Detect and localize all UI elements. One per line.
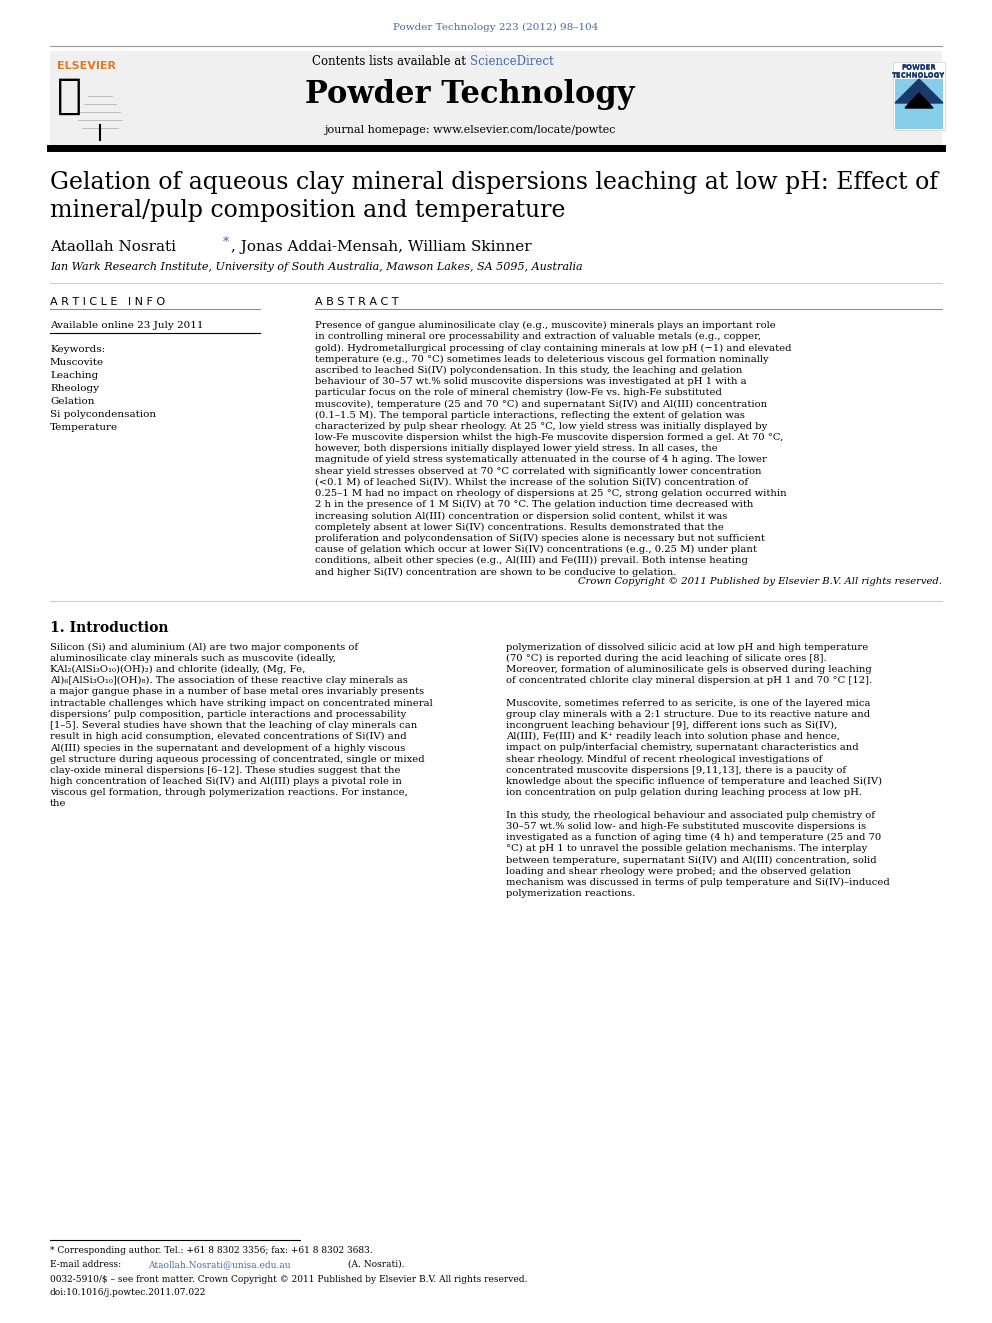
Text: Keywords:: Keywords: bbox=[50, 345, 105, 355]
Polygon shape bbox=[905, 93, 933, 108]
Text: knowledge about the specific influence of temperature and leached Si(IV): knowledge about the specific influence o… bbox=[506, 777, 882, 786]
Text: incongruent leaching behaviour [9], different ions such as Si(IV),: incongruent leaching behaviour [9], diff… bbox=[506, 721, 837, 730]
Text: A B S T R A C T: A B S T R A C T bbox=[315, 296, 399, 307]
Text: of concentrated chlorite clay mineral dispersion at pH 1 and 70 °C [12].: of concentrated chlorite clay mineral di… bbox=[506, 676, 872, 685]
Text: viscous gel formation, through polymerization reactions. For instance,: viscous gel formation, through polymeriz… bbox=[50, 789, 408, 798]
Text: TECHNOLOGY: TECHNOLOGY bbox=[893, 71, 945, 78]
Text: and higher Si(IV) concentration are shown to be conducive to gelation.: and higher Si(IV) concentration are show… bbox=[315, 568, 677, 577]
Text: particular focus on the role of mineral chemistry (low-Fe vs. high-Fe substitute: particular focus on the role of mineral … bbox=[315, 388, 722, 397]
Text: 0.25–1 M had no impact on rheology of dispersions at 25 °C, strong gelation occu: 0.25–1 M had no impact on rheology of di… bbox=[315, 490, 787, 497]
Text: between temperature, supernatant Si(IV) and Al(III) concentration, solid: between temperature, supernatant Si(IV) … bbox=[506, 856, 877, 864]
Text: (0.1–1.5 M). The temporal particle interactions, reflecting the extent of gelati: (0.1–1.5 M). The temporal particle inter… bbox=[315, 410, 745, 419]
Text: Presence of gangue aluminosilicate clay (e.g., muscovite) minerals plays an impo: Presence of gangue aluminosilicate clay … bbox=[315, 321, 776, 331]
Text: (70 °C) is reported during the acid leaching of silicate ores [8].: (70 °C) is reported during the acid leac… bbox=[506, 654, 826, 663]
Text: shear rheology. Mindful of recent rheological investigations of: shear rheology. Mindful of recent rheolo… bbox=[506, 754, 822, 763]
Text: muscovite), temperature (25 and 70 °C) and supernatant Si(IV) and Al(III) concen: muscovite), temperature (25 and 70 °C) a… bbox=[315, 400, 767, 409]
Text: gel structure during aqueous processing of concentrated, single or mixed: gel structure during aqueous processing … bbox=[50, 754, 425, 763]
Text: proliferation and polycondensation of Si(IV) species alone is necessary but not : proliferation and polycondensation of Si… bbox=[315, 533, 765, 542]
Text: Al(III) species in the supernatant and development of a highly viscous: Al(III) species in the supernatant and d… bbox=[50, 744, 406, 753]
Text: journal homepage: www.elsevier.com/locate/powtec: journal homepage: www.elsevier.com/locat… bbox=[324, 124, 616, 135]
Text: In this study, the rheological behaviour and associated pulp chemistry of: In this study, the rheological behaviour… bbox=[506, 811, 875, 820]
Text: 2 h in the presence of 1 M Si(IV) at 70 °C. The gelation induction time decrease: 2 h in the presence of 1 M Si(IV) at 70 … bbox=[315, 500, 753, 509]
FancyBboxPatch shape bbox=[893, 62, 945, 130]
Text: Powder Technology: Powder Technology bbox=[306, 79, 635, 110]
Text: gold). Hydrometallurgical processing of clay containing minerals at low pH (−1) : gold). Hydrometallurgical processing of … bbox=[315, 344, 792, 352]
FancyBboxPatch shape bbox=[50, 52, 942, 148]
Text: concentrated muscovite dispersions [9,11,13], there is a paucity of: concentrated muscovite dispersions [9,11… bbox=[506, 766, 846, 775]
Text: A R T I C L E   I N F O: A R T I C L E I N F O bbox=[50, 296, 165, 307]
Text: Gelation of aqueous clay mineral dispersions leaching at low pH: Effect of
miner: Gelation of aqueous clay mineral dispers… bbox=[50, 171, 938, 222]
Text: Ataollah Nosrati: Ataollah Nosrati bbox=[50, 239, 176, 254]
Text: characterized by pulp shear rheology. At 25 °C, low yield stress was initially d: characterized by pulp shear rheology. At… bbox=[315, 422, 767, 431]
Text: 30–57 wt.% solid low- and high-Fe substituted muscovite dispersions is: 30–57 wt.% solid low- and high-Fe substi… bbox=[506, 822, 866, 831]
Text: Al(III), Fe(III) and K⁺ readily leach into solution phase and hence,: Al(III), Fe(III) and K⁺ readily leach in… bbox=[506, 732, 840, 741]
Text: Ataollah.Nosrati@unisa.edu.au: Ataollah.Nosrati@unisa.edu.au bbox=[148, 1259, 291, 1269]
Text: temperature (e.g., 70 °C) sometimes leads to deleterious viscous gel formation n: temperature (e.g., 70 °C) sometimes lead… bbox=[315, 355, 769, 364]
Text: 1. Introduction: 1. Introduction bbox=[50, 620, 169, 635]
Text: conditions, albeit other species (e.g., Al(III) and Fe(III)) prevail. Both inten: conditions, albeit other species (e.g., … bbox=[315, 556, 748, 565]
Text: 🌳: 🌳 bbox=[57, 75, 82, 116]
Text: *: * bbox=[223, 235, 229, 249]
Text: Gelation: Gelation bbox=[50, 397, 94, 406]
Text: E-mail address:: E-mail address: bbox=[50, 1259, 124, 1269]
Text: ion concentration on pulp gelation during leaching process at low pH.: ion concentration on pulp gelation durin… bbox=[506, 789, 862, 798]
Text: KAl₂(AlSi₃O₁₀)(OH)₂) and chlorite (ideally, (Mg, Fe,: KAl₂(AlSi₃O₁₀)(OH)₂) and chlorite (ideal… bbox=[50, 665, 306, 675]
FancyBboxPatch shape bbox=[895, 79, 943, 130]
Text: Ian Wark Research Institute, University of South Australia, Mawson Lakes, SA 509: Ian Wark Research Institute, University … bbox=[50, 262, 582, 273]
Text: Muscovite, sometimes referred to as sericite, is one of the layered mica: Muscovite, sometimes referred to as seri… bbox=[506, 699, 871, 708]
Text: ELSEVIER: ELSEVIER bbox=[57, 61, 116, 71]
Text: TECHNOLOGY: TECHNOLOGY bbox=[893, 73, 945, 79]
Text: increasing solution Al(III) concentration or dispersion solid content, whilst it: increasing solution Al(III) concentratio… bbox=[315, 512, 727, 520]
Text: °C) at pH 1 to unravel the possible gelation mechanisms. The interplay: °C) at pH 1 to unravel the possible gela… bbox=[506, 844, 867, 853]
Text: intractable challenges which have striking impact on concentrated mineral: intractable challenges which have striki… bbox=[50, 699, 433, 708]
Text: clay-oxide mineral dispersions [6–12]. These studies suggest that the: clay-oxide mineral dispersions [6–12]. T… bbox=[50, 766, 401, 775]
Text: result in high acid consumption, elevated concentrations of Si(IV) and: result in high acid consumption, elevate… bbox=[50, 732, 407, 741]
Text: Al)₆[AlSi₃O₁₀](OH)₈). The association of these reactive clay minerals as: Al)₆[AlSi₃O₁₀](OH)₈). The association of… bbox=[50, 676, 408, 685]
Text: POWDER: POWDER bbox=[902, 65, 936, 71]
Text: POWDER: POWDER bbox=[902, 64, 936, 70]
Text: Temperature: Temperature bbox=[50, 423, 118, 433]
Text: Rheology: Rheology bbox=[50, 384, 99, 393]
Text: Muscovite: Muscovite bbox=[50, 359, 104, 366]
Text: Moreover, formation of aluminosilicate gels is observed during leaching: Moreover, formation of aluminosilicate g… bbox=[506, 665, 872, 673]
Text: dispersions’ pulp composition, particle interactions and processability: dispersions’ pulp composition, particle … bbox=[50, 710, 407, 718]
Text: polymerization reactions.: polymerization reactions. bbox=[506, 889, 635, 898]
Text: (A. Nosrati).: (A. Nosrati). bbox=[345, 1259, 405, 1269]
Text: doi:10.1016/j.powtec.2011.07.022: doi:10.1016/j.powtec.2011.07.022 bbox=[50, 1289, 206, 1297]
Text: magnitude of yield stress systematically attenuated in the course of 4 h aging. : magnitude of yield stress systematically… bbox=[315, 455, 767, 464]
Text: however, both dispersions initially displayed lower yield stress. In all cases, : however, both dispersions initially disp… bbox=[315, 445, 718, 454]
Text: loading and shear rheology were probed; and the observed gelation: loading and shear rheology were probed; … bbox=[506, 867, 851, 876]
Text: Silicon (Si) and aluminium (Al) are two major components of: Silicon (Si) and aluminium (Al) are two … bbox=[50, 643, 358, 652]
Text: Available online 23 July 2011: Available online 23 July 2011 bbox=[50, 321, 203, 329]
Text: ascribed to leached Si(IV) polycondensation. In this study, the leaching and gel: ascribed to leached Si(IV) polycondensat… bbox=[315, 365, 742, 374]
Text: polymerization of dissolved silicic acid at low pH and high temperature: polymerization of dissolved silicic acid… bbox=[506, 643, 868, 652]
Text: Si polycondensation: Si polycondensation bbox=[50, 410, 156, 419]
Text: Powder Technology 223 (2012) 98–104: Powder Technology 223 (2012) 98–104 bbox=[393, 22, 599, 32]
Text: cause of gelation which occur at lower Si(IV) concentrations (e.g., 0.25 M) unde: cause of gelation which occur at lower S… bbox=[315, 545, 757, 554]
Text: ScienceDirect: ScienceDirect bbox=[470, 56, 554, 67]
Text: the: the bbox=[50, 799, 66, 808]
Text: * Corresponding author. Tel.: +61 8 8302 3356; fax: +61 8 8302 3683.: * Corresponding author. Tel.: +61 8 8302… bbox=[50, 1246, 373, 1256]
Text: behaviour of 30–57 wt.% solid muscovite dispersions was investigated at pH 1 wit: behaviour of 30–57 wt.% solid muscovite … bbox=[315, 377, 747, 386]
Text: Contents lists available at: Contents lists available at bbox=[312, 56, 470, 67]
Polygon shape bbox=[895, 79, 943, 103]
Text: [1–5]. Several studies have shown that the leaching of clay minerals can: [1–5]. Several studies have shown that t… bbox=[50, 721, 418, 730]
Text: investigated as a function of aging time (4 h) and temperature (25 and 70: investigated as a function of aging time… bbox=[506, 833, 881, 843]
Text: shear yield stresses observed at 70 °C correlated with significantly lower conce: shear yield stresses observed at 70 °C c… bbox=[315, 467, 762, 475]
Text: impact on pulp/interfacial chemistry, supernatant characteristics and: impact on pulp/interfacial chemistry, su… bbox=[506, 744, 859, 753]
Text: high concentration of leached Si(IV) and Al(III) plays a pivotal role in: high concentration of leached Si(IV) and… bbox=[50, 777, 402, 786]
Text: (<0.1 M) of leached Si(IV). Whilst the increase of the solution Si(IV) concentra: (<0.1 M) of leached Si(IV). Whilst the i… bbox=[315, 478, 748, 487]
Text: group clay minerals with a 2:1 structure. Due to its reactive nature and: group clay minerals with a 2:1 structure… bbox=[506, 710, 870, 718]
Text: Crown Copyright © 2011 Published by Elsevier B.V. All rights reserved.: Crown Copyright © 2011 Published by Else… bbox=[578, 577, 942, 586]
Text: completely absent at lower Si(IV) concentrations. Results demonstrated that the: completely absent at lower Si(IV) concen… bbox=[315, 523, 724, 532]
Text: aluminosilicate clay minerals such as muscovite (ideally,: aluminosilicate clay minerals such as mu… bbox=[50, 654, 336, 663]
Text: low-Fe muscovite dispersion whilst the high-Fe muscovite dispersion formed a gel: low-Fe muscovite dispersion whilst the h… bbox=[315, 433, 784, 442]
Text: 0032-5910/$ – see front matter. Crown Copyright © 2011 Published by Elsevier B.V: 0032-5910/$ – see front matter. Crown Co… bbox=[50, 1275, 528, 1285]
Text: in controlling mineral ore processability and extraction of valuable metals (e.g: in controlling mineral ore processabilit… bbox=[315, 332, 761, 341]
Text: a major gangue phase in a number of base metal ores invariably presents: a major gangue phase in a number of base… bbox=[50, 688, 425, 696]
Text: , Jonas Addai-Mensah, William Skinner: , Jonas Addai-Mensah, William Skinner bbox=[231, 239, 532, 254]
Text: mechanism was discussed in terms of pulp temperature and Si(IV)–induced: mechanism was discussed in terms of pulp… bbox=[506, 877, 890, 886]
Text: Leaching: Leaching bbox=[50, 370, 98, 380]
